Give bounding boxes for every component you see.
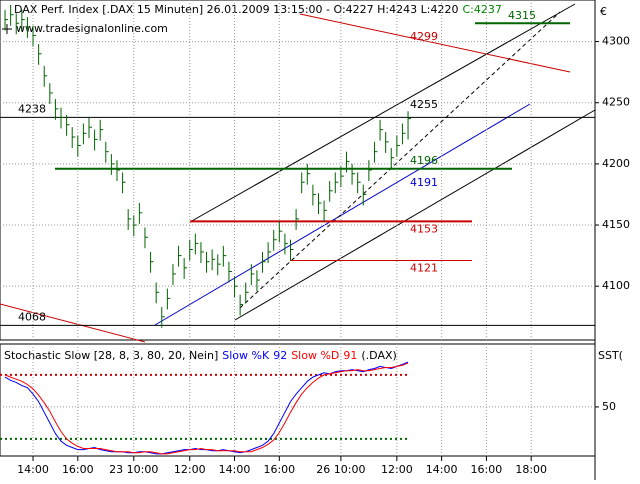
stoch-axis-label: SST(: [598, 349, 623, 362]
legend-d-value: 91: [343, 349, 357, 362]
title: DAX Perf. Index [.DAX 15 Minuten] 26.01.…: [14, 3, 458, 16]
stoch-name: Stochastic Slow [28, 8, 3, 80, 20, Nein]: [4, 349, 218, 362]
trend-label: 4191: [410, 176, 438, 189]
channel-lower: [234, 109, 596, 321]
level-label: 4196: [410, 154, 438, 167]
support-line: [154, 103, 531, 326]
trend-line: [0, 303, 146, 343]
y-tick-label: 4200: [602, 157, 630, 170]
x-tick-label: 14:00: [426, 463, 458, 476]
legend-k-value: 92: [273, 349, 287, 362]
watermark-icon: [2, 24, 12, 34]
trend-lines: [0, 3, 596, 343]
series-line: [4, 362, 409, 455]
y-tick-label: 4150: [602, 218, 630, 231]
x-tick-label: 26 10:00: [316, 463, 365, 476]
close-label: C:4237: [462, 3, 501, 16]
resistance-line: [299, 13, 571, 73]
y-tick-label: 4250: [602, 96, 630, 109]
level-label: 4238: [18, 102, 46, 115]
legend-d: Slow %D: [291, 349, 339, 362]
watermark: www.tradesignalonline.com: [16, 22, 168, 35]
x-tick-label: 16:00: [471, 463, 503, 476]
stoch-suffix: (.DAX): [361, 349, 396, 362]
price-axis-label: €: [600, 5, 607, 18]
chart-title: DAX Perf. Index [.DAX 15 Minuten] 26.01.…: [14, 3, 502, 16]
trend-label: 4255: [410, 98, 438, 111]
channel-mid: [239, 11, 561, 309]
x-tick-label: 23 10:00: [109, 463, 158, 476]
x-tick-label: 18:00: [515, 463, 547, 476]
legend-k: Slow %K: [222, 349, 270, 362]
y-tick-label: 4300: [602, 35, 630, 48]
channel-upper: [189, 3, 576, 223]
x-tick-label: 14:00: [219, 463, 251, 476]
level-label: 4315: [508, 9, 536, 22]
level-label: 4121: [410, 262, 438, 275]
x-tick-label: 12:00: [174, 463, 206, 476]
level-label: 4068: [18, 310, 46, 323]
x-tick-label: 14:00: [17, 463, 49, 476]
x-tick-label: 12:00: [381, 463, 413, 476]
stoch-title: Stochastic Slow [28, 8, 3, 80, 20, Nein]…: [4, 349, 397, 362]
y-tick-label: 50: [602, 400, 616, 413]
price-frame: [0, 0, 596, 341]
x-tick-label: 16:00: [62, 463, 94, 476]
level-label: 4153: [410, 222, 438, 235]
y-tick-label: 4100: [602, 279, 630, 292]
x-tick-label: 16:00: [263, 463, 295, 476]
trend-label: 4299: [410, 30, 438, 43]
